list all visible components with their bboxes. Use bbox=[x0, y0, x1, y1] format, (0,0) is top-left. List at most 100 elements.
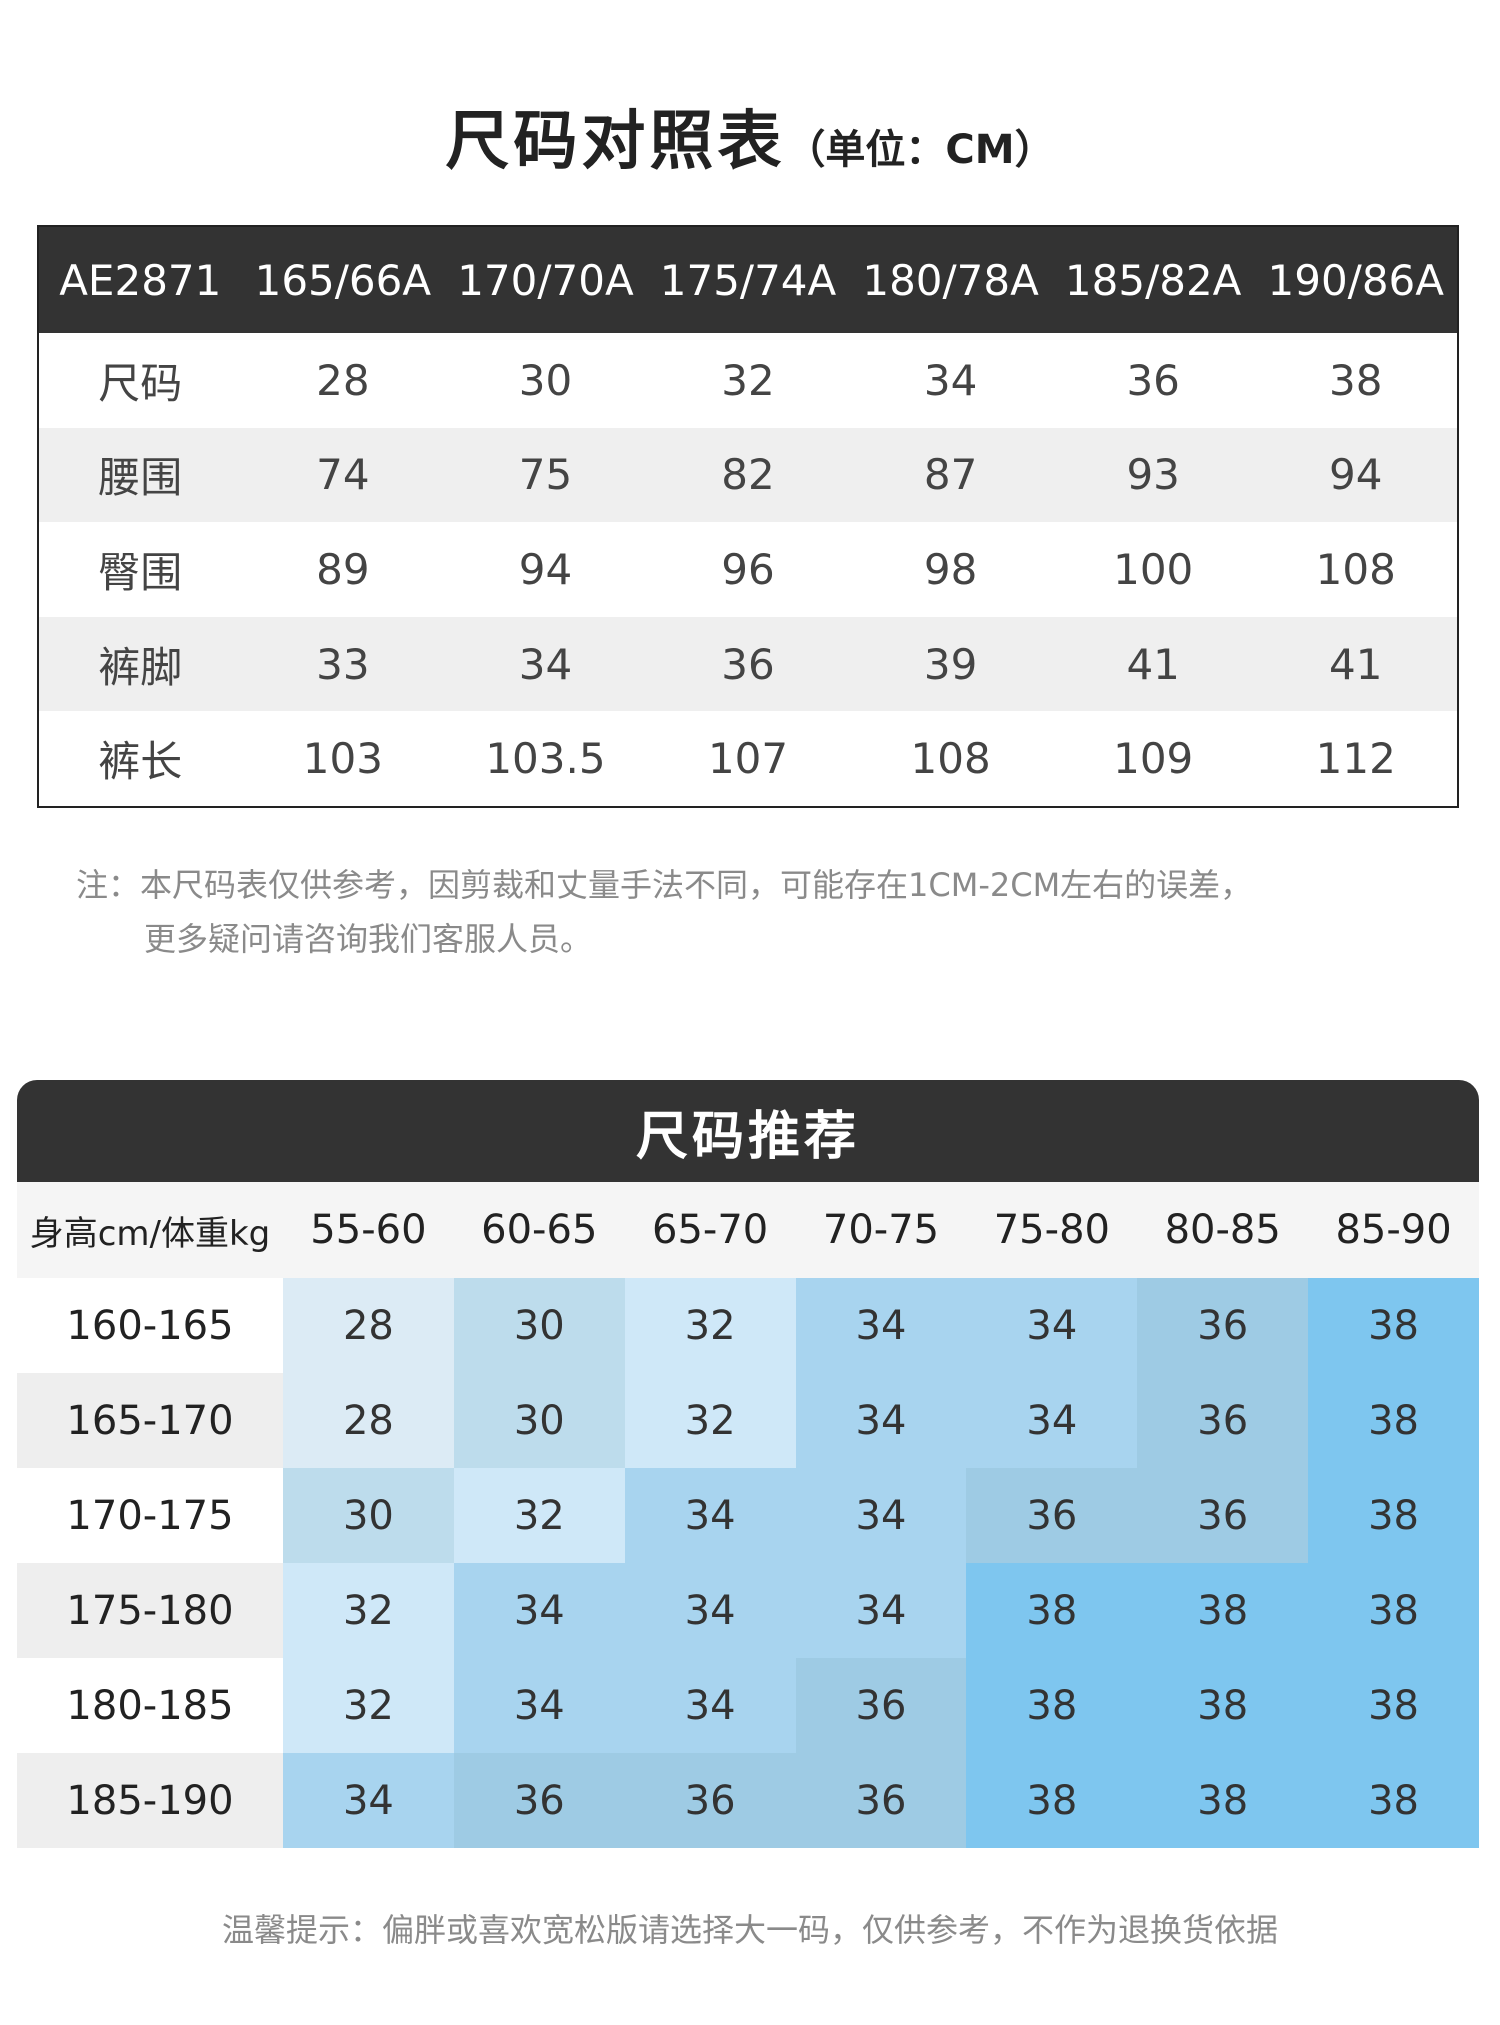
note-line-2: 更多疑问请咨询我们客服人员。 bbox=[144, 920, 593, 958]
table-cell: 103.5 bbox=[485, 734, 606, 784]
recommend-cell: 36 bbox=[1137, 1373, 1309, 1468]
header-cell: 185/82A bbox=[1064, 255, 1242, 305]
recommend-cell: 34 bbox=[795, 1468, 967, 1563]
table-cell: 34 bbox=[518, 639, 573, 689]
recommend-cell: 34 bbox=[795, 1563, 967, 1658]
recommend-cell: 38 bbox=[1308, 1753, 1479, 1848]
recommend-cell: 36 bbox=[795, 1753, 967, 1848]
height-label: 175-180 bbox=[17, 1563, 283, 1658]
weight-header: 65-70 bbox=[624, 1182, 796, 1278]
table-cell: 93 bbox=[1126, 450, 1180, 500]
recommend-cell: 36 bbox=[795, 1658, 967, 1753]
recommend-cell: 36 bbox=[1137, 1278, 1309, 1373]
recommend-cell: 32 bbox=[453, 1468, 625, 1563]
row-label: 裤长 bbox=[98, 737, 183, 787]
table-cell: 112 bbox=[1315, 734, 1396, 784]
recommend-cell: 38 bbox=[1137, 1753, 1309, 1848]
recommend-cell: 30 bbox=[453, 1278, 625, 1373]
height-label: 160-165 bbox=[17, 1278, 283, 1373]
recommend-cell: 30 bbox=[453, 1373, 625, 1468]
table-cell: 41 bbox=[1126, 639, 1180, 689]
table-cell: 33 bbox=[316, 639, 370, 689]
table-row: 裤脚 33 34 36 39 41 41 bbox=[39, 616, 1457, 712]
table-row: 裤长 103 103.5 107 108 109 112 bbox=[39, 711, 1457, 806]
row-label: 尺码 bbox=[98, 358, 183, 408]
header-cell: 190/86A bbox=[1267, 255, 1445, 305]
recommend-cell: 38 bbox=[1308, 1468, 1479, 1563]
table-cell: 108 bbox=[1315, 544, 1396, 594]
recommend-cell: 34 bbox=[966, 1278, 1138, 1373]
weight-header: 55-60 bbox=[283, 1182, 454, 1278]
row-label: 腰围 bbox=[98, 453, 183, 503]
table-cell: 38 bbox=[1329, 355, 1383, 405]
table-cell: 107 bbox=[707, 734, 789, 784]
table-cell: 98 bbox=[923, 544, 978, 594]
recommend-cell: 36 bbox=[453, 1753, 625, 1848]
height-label: 185-190 bbox=[17, 1753, 283, 1848]
table-cell: 87 bbox=[923, 450, 978, 500]
recommend-cell: 34 bbox=[624, 1658, 796, 1753]
recommend-cell: 34 bbox=[283, 1753, 454, 1848]
table-cell: 39 bbox=[923, 639, 978, 689]
size-chart-header-row: AE2871 165/66A 170/70A 175/74A 180/78A 1… bbox=[39, 227, 1457, 333]
weight-header: 60-65 bbox=[453, 1182, 625, 1278]
recommend-cell: 34 bbox=[453, 1658, 625, 1753]
table-cell: 96 bbox=[721, 544, 775, 594]
table-cell: 89 bbox=[316, 544, 370, 594]
table-cell: 103 bbox=[302, 734, 383, 784]
table-cell: 109 bbox=[1113, 734, 1194, 784]
table-cell: 36 bbox=[1126, 355, 1180, 405]
recommend-cell: 34 bbox=[453, 1563, 625, 1658]
size-chart-table: AE2871 165/66A 170/70A 175/74A 180/78A 1… bbox=[37, 225, 1459, 808]
note-line-1: 注：本尺码表仅供参考，因剪裁和丈量手法不同，可能存在1CM-2CM左右的误差， bbox=[76, 866, 1253, 904]
recommend-cell: 32 bbox=[624, 1278, 796, 1373]
recommend-cell: 38 bbox=[966, 1658, 1138, 1753]
recommend-cell: 38 bbox=[1308, 1658, 1479, 1753]
table-cell: 28 bbox=[316, 355, 370, 405]
header-cell: 180/78A bbox=[862, 255, 1039, 305]
recommend-cell: 38 bbox=[1137, 1563, 1309, 1658]
size-note: 注：本尺码表仅供参考，因剪裁和丈量手法不同，可能存在1CM-2CM左右的误差， … bbox=[76, 858, 1446, 966]
weight-header: 85-90 bbox=[1308, 1182, 1479, 1278]
recommend-cell: 30 bbox=[283, 1468, 454, 1563]
table-cell: 41 bbox=[1329, 639, 1383, 689]
size-recommend-table: 尺码推荐 身高cm/体重kg 55-60 60-65 65-70 70-75 7… bbox=[17, 1080, 1479, 1848]
table-cell: 34 bbox=[923, 355, 978, 405]
title-main: 尺码对照表 bbox=[445, 105, 786, 179]
recommend-cell: 28 bbox=[283, 1373, 454, 1468]
table-cell: 30 bbox=[518, 355, 573, 405]
recommend-grid: 身高cm/体重kg 55-60 60-65 65-70 70-75 75-80 … bbox=[17, 1182, 1479, 1848]
table-cell: 32 bbox=[721, 355, 775, 405]
recommend-cell: 28 bbox=[283, 1278, 454, 1373]
table-cell: 82 bbox=[721, 450, 775, 500]
page-title: 尺码对照表（单位：CM） bbox=[0, 90, 1500, 182]
recommend-cell: 38 bbox=[966, 1753, 1138, 1848]
recommend-cell: 32 bbox=[624, 1373, 796, 1468]
recommend-cell: 36 bbox=[966, 1468, 1138, 1563]
corner-label: 身高cm/体重kg bbox=[17, 1182, 283, 1278]
table-cell: 36 bbox=[721, 639, 775, 689]
table-row: 尺码 28 30 32 34 36 38 bbox=[39, 333, 1457, 428]
header-cell: 170/70A bbox=[457, 255, 634, 305]
recommend-cell: 38 bbox=[1308, 1373, 1479, 1468]
table-cell: 100 bbox=[1113, 544, 1194, 594]
table-cell: 94 bbox=[1329, 450, 1383, 500]
warm-tip: 温馨提示：偏胖或喜欢宽松版请选择大一码，仅供参考，不作为退换货依据 bbox=[221, 1911, 1278, 1949]
table-row: 臀围 89 94 96 98 100 108 bbox=[39, 522, 1457, 617]
header-cell: 165/66A bbox=[254, 255, 432, 305]
header-cell: AE2871 bbox=[59, 255, 222, 305]
recommend-title: 尺码推荐 bbox=[17, 1080, 1479, 1182]
recommend-cell: 34 bbox=[795, 1278, 967, 1373]
recommend-cell: 32 bbox=[283, 1563, 454, 1658]
table-cell: 75 bbox=[518, 450, 573, 500]
table-row: 腰围 74 75 82 87 93 94 bbox=[39, 427, 1457, 523]
row-label: 臀围 bbox=[98, 547, 183, 597]
recommend-cell: 38 bbox=[966, 1563, 1138, 1658]
table-cell: 94 bbox=[518, 544, 573, 594]
recommend-cell: 38 bbox=[1308, 1278, 1479, 1373]
height-label: 180-185 bbox=[17, 1658, 283, 1753]
recommend-cell: 32 bbox=[283, 1658, 454, 1753]
recommend-cell: 36 bbox=[624, 1753, 796, 1848]
weight-header: 80-85 bbox=[1137, 1182, 1309, 1278]
header-cell: 175/74A bbox=[659, 255, 837, 305]
